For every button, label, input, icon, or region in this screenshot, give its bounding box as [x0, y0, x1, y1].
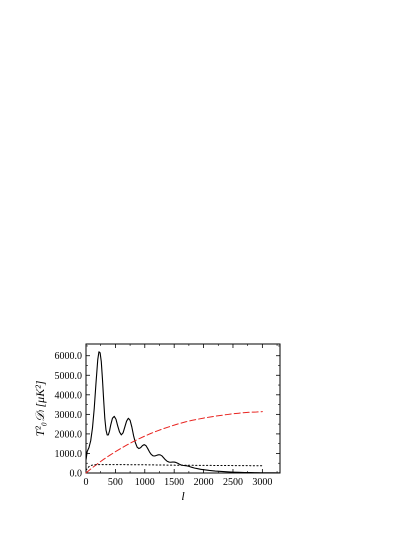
dotted-spectrum-line: [85, 464, 263, 471]
y-tick-label: 0.0: [70, 469, 83, 480]
x-tick-label: 1500: [164, 477, 184, 488]
x-tick-label: 3000: [252, 477, 272, 488]
x-tick-label: 1000: [135, 477, 155, 488]
y-tick-label: 6000.0: [55, 351, 83, 362]
y-axis-label: T²₀𝒟ₗ [μK²]: [33, 380, 47, 436]
x-tick-label: 2500: [223, 477, 243, 488]
solid-spectrum-line: [85, 351, 281, 474]
plot-area: 0 500 1000 1500 2000 2500 3000 0.0 1000.0 2000.0 3…: [55, 343, 281, 488]
plot-frame: [85, 343, 281, 474]
y-tick-label: 2000.0: [55, 429, 83, 440]
y-tick-label: 3000.0: [55, 410, 83, 421]
y-tick-label: 1000.0: [55, 449, 83, 460]
x-tick-label: 2000: [194, 477, 214, 488]
dashed-spectrum-line: [85, 411, 263, 474]
x-tick-label: 0: [84, 477, 89, 488]
x-axis-label: l: [181, 489, 185, 503]
y-tick-label: 5000.0: [55, 371, 83, 382]
y-tick-label: 4000.0: [55, 390, 83, 401]
x-tick-label: 500: [108, 477, 123, 488]
